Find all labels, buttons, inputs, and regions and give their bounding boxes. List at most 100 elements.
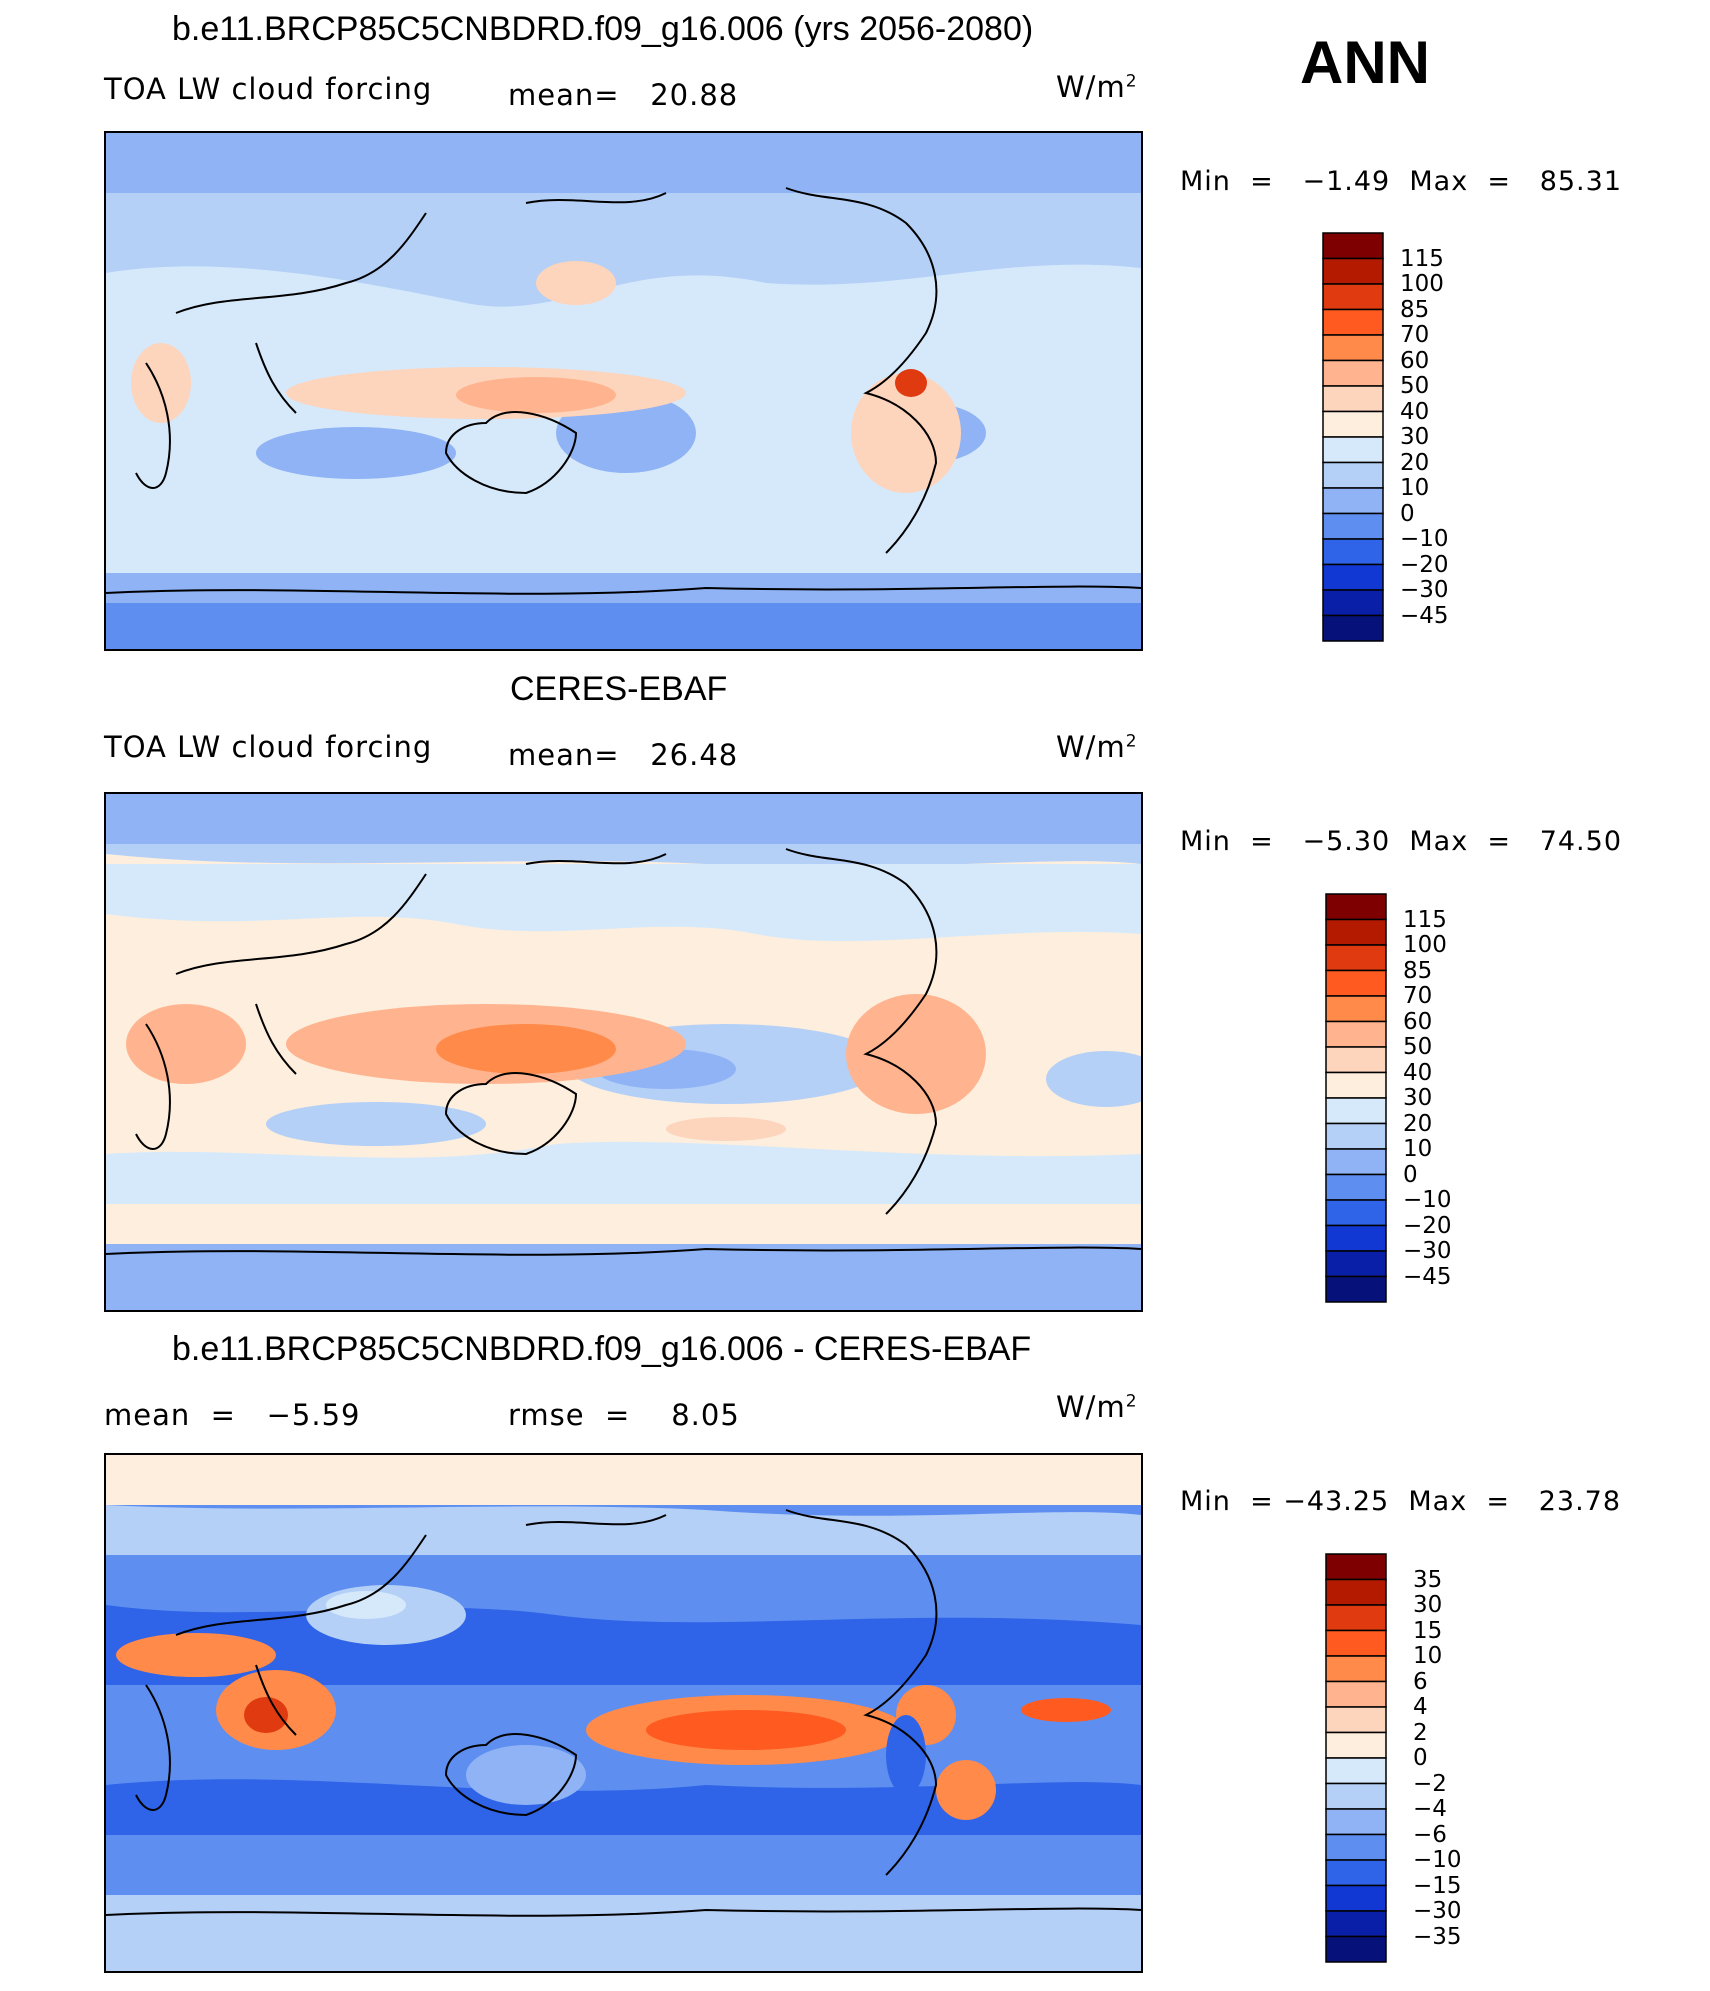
colorbar-swatch — [1322, 512, 1384, 540]
colorbar-tick-label: 85 — [1400, 296, 1430, 323]
panel-1-title: b.e11.BRCP85C5CNBDRD.f09_g16.006 (yrs 20… — [172, 10, 1034, 48]
colorbar-tick-label: 100 — [1400, 271, 1444, 297]
colorbar-swatch — [1322, 283, 1384, 311]
panel-1-units-text: W/m — [1056, 70, 1126, 104]
colorbar-swatch — [1325, 1859, 1387, 1887]
colorbar-tick-label: −10 — [1413, 1847, 1462, 1873]
panel-2-units: W/m2 — [1056, 730, 1138, 764]
colorbar-tick-label: −10 — [1400, 526, 1449, 552]
panel-3-units-text: W/m — [1056, 1390, 1126, 1424]
colorbar-tick-label: −20 — [1400, 551, 1449, 578]
colorbar-swatch — [1325, 1604, 1387, 1632]
colorbar-swatch — [1325, 1578, 1387, 1606]
panel-1-variable-label: TOA LW cloud forcing — [104, 72, 433, 106]
colorbar-tick-label: −2 — [1413, 1770, 1447, 1797]
colorbar-swatch — [1325, 1935, 1387, 1963]
colorbar-swatch — [1325, 1122, 1387, 1150]
panel-2-variable-label: TOA LW cloud forcing — [104, 730, 433, 764]
colorbar-tick-label: −30 — [1413, 1898, 1462, 1924]
panel-2-map — [104, 792, 1143, 1312]
colorbar-swatch — [1322, 385, 1384, 413]
colorbar-swatch — [1325, 1250, 1387, 1278]
colorbar-tick-label: 30 — [1413, 1592, 1443, 1618]
panel-1-colorbar — [1322, 232, 1384, 646]
panel-1-units: W/m2 — [1056, 70, 1138, 104]
panel-2-mean-label: mean= 26.48 — [508, 738, 739, 772]
colorbar-tick-label: −45 — [1400, 602, 1449, 629]
colorbar-swatch — [1322, 410, 1384, 438]
colorbar-swatch — [1325, 1199, 1387, 1227]
colorbar-swatch — [1325, 1224, 1387, 1252]
colorbar-tick-label: 100 — [1403, 932, 1447, 958]
colorbar-tick-label: −30 — [1400, 577, 1449, 603]
colorbar-tick-label: 4 — [1413, 1694, 1428, 1720]
panel-3-rmse-label: rmse = 8.05 — [508, 1398, 740, 1432]
colorbar-tick-label: 10 — [1400, 475, 1430, 501]
colorbar-swatch — [1325, 1629, 1387, 1657]
colorbar-tick-label: −6 — [1413, 1821, 1447, 1848]
colorbar-swatch — [1322, 614, 1384, 642]
panel-3-map-svg — [106, 1455, 1141, 1971]
colorbar-tick-label: 30 — [1403, 1085, 1433, 1111]
colorbar-tick-label: 15 — [1413, 1617, 1443, 1644]
panel-2-title: CERES-EBAF — [510, 670, 728, 708]
panel-2-minmax: Min = −5.30 Max = 74.50 — [1180, 826, 1623, 857]
panel-1-units-sup: 2 — [1125, 71, 1138, 92]
colorbar-swatch — [1325, 1046, 1387, 1074]
colorbar-tick-label: −15 — [1413, 1872, 1462, 1899]
colorbar-swatch — [1325, 1020, 1387, 1048]
colorbar-swatch — [1325, 1680, 1387, 1708]
colorbar-tick-label: 60 — [1403, 1008, 1433, 1035]
colorbar-swatch — [1322, 589, 1384, 617]
colorbar-swatch — [1325, 1071, 1387, 1099]
colorbar-swatch — [1322, 334, 1384, 362]
colorbar-swatch — [1325, 1782, 1387, 1810]
colorbar-swatch — [1325, 918, 1387, 946]
colorbar-tick-label: 70 — [1403, 983, 1433, 1009]
colorbar-tick-label: −45 — [1403, 1263, 1452, 1290]
colorbar-swatch — [1322, 308, 1384, 336]
colorbar-tick-label: 35 — [1413, 1566, 1443, 1593]
colorbar-tick-label: −4 — [1413, 1796, 1447, 1822]
colorbar-tick-label: −30 — [1403, 1238, 1452, 1264]
panel-3-units: W/m2 — [1056, 1390, 1138, 1424]
colorbar-swatch — [1325, 1275, 1387, 1303]
colorbar-swatch — [1325, 1884, 1387, 1912]
panel-3-minmax: Min = −43.25 Max = 23.78 — [1180, 1486, 1622, 1517]
colorbar-swatch — [1325, 1808, 1387, 1836]
panel-1-colorbar-svg — [1322, 232, 1384, 642]
colorbar-tick-label: 40 — [1400, 398, 1430, 425]
colorbar-swatch — [1325, 1097, 1387, 1125]
colorbar-tick-label: 85 — [1403, 957, 1433, 984]
colorbar-swatch — [1325, 1655, 1387, 1683]
colorbar-tick-label: 20 — [1403, 1110, 1433, 1137]
colorbar-tick-label: 70 — [1400, 322, 1430, 348]
colorbar-tick-label: 60 — [1400, 347, 1430, 374]
colorbar-tick-label: 6 — [1413, 1668, 1428, 1695]
colorbar-swatch — [1322, 359, 1384, 387]
colorbar-tick-label: 2 — [1413, 1719, 1428, 1746]
colorbar-tick-label: 0 — [1413, 1745, 1428, 1771]
panel-3-title: b.e11.BRCP85C5CNBDRD.f09_g16.006 - CERES… — [172, 1330, 1032, 1368]
panel-2-map-svg — [106, 794, 1141, 1310]
colorbar-swatch — [1322, 563, 1384, 591]
colorbar-tick-label: 10 — [1403, 1136, 1433, 1162]
panel-3-map — [104, 1453, 1143, 1973]
colorbar-swatch — [1325, 893, 1387, 921]
panel-3-colorbar-svg — [1325, 1553, 1387, 1963]
panel-2-colorbar — [1325, 893, 1387, 1307]
colorbar-swatch — [1325, 1731, 1387, 1759]
panel-2-units-sup: 2 — [1125, 731, 1138, 752]
colorbar-swatch — [1325, 1833, 1387, 1861]
panel-2-colorbar-svg — [1325, 893, 1387, 1303]
colorbar-swatch — [1325, 1173, 1387, 1201]
colorbar-swatch — [1325, 969, 1387, 997]
season-label: ANN — [1300, 29, 1430, 96]
colorbar-swatch — [1322, 232, 1384, 260]
colorbar-swatch — [1322, 461, 1384, 489]
colorbar-tick-label: 115 — [1400, 245, 1444, 272]
colorbar-tick-label: 10 — [1413, 1643, 1443, 1669]
panel-1-minmax: Min = −1.49 Max = 85.31 — [1180, 166, 1623, 197]
colorbar-swatch — [1325, 1910, 1387, 1938]
panel-3-colorbar — [1325, 1553, 1387, 1967]
